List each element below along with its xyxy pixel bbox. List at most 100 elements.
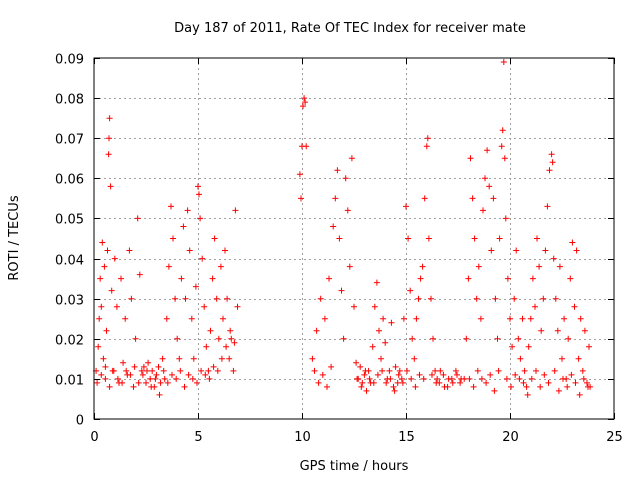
data-point bbox=[132, 335, 139, 342]
grid-lines bbox=[94, 58, 614, 419]
data-point bbox=[390, 383, 397, 390]
data-point bbox=[391, 387, 398, 394]
data-point bbox=[366, 375, 373, 382]
data-point bbox=[383, 379, 390, 386]
data-point bbox=[126, 247, 133, 254]
data-point bbox=[213, 295, 220, 302]
data-point bbox=[458, 375, 465, 382]
data-point bbox=[123, 367, 130, 374]
data-point bbox=[552, 295, 559, 302]
data-point bbox=[156, 391, 163, 398]
data-point bbox=[218, 355, 225, 362]
data-point bbox=[139, 371, 146, 378]
data-point bbox=[471, 235, 478, 242]
data-point bbox=[395, 371, 402, 378]
data-point bbox=[106, 115, 113, 122]
data-point bbox=[319, 371, 326, 378]
data-point bbox=[172, 295, 179, 302]
data-point bbox=[180, 223, 187, 230]
data-point bbox=[127, 371, 134, 378]
data-point bbox=[130, 383, 137, 390]
data-point bbox=[169, 371, 175, 378]
data-point bbox=[586, 343, 592, 350]
data-point bbox=[106, 135, 112, 142]
data-point bbox=[549, 159, 556, 166]
data-point bbox=[102, 363, 109, 370]
data-point bbox=[194, 379, 200, 386]
data-point bbox=[432, 367, 439, 374]
y-tick-label: 0.04 bbox=[55, 254, 84, 269]
data-point bbox=[370, 379, 377, 386]
data-point bbox=[108, 287, 115, 294]
data-point bbox=[140, 363, 147, 370]
data-point bbox=[515, 335, 522, 342]
data-point bbox=[311, 367, 318, 374]
y-tick-label: 0.08 bbox=[55, 93, 84, 108]
data-point bbox=[103, 327, 110, 334]
data-point bbox=[373, 279, 380, 286]
data-point bbox=[452, 367, 459, 374]
data-point bbox=[529, 275, 536, 282]
chart-title: Day 187 of 2011, Rate Of TEC Index for r… bbox=[174, 21, 526, 36]
data-point bbox=[163, 315, 170, 322]
data-point bbox=[419, 263, 426, 270]
data-point bbox=[153, 371, 160, 378]
data-point bbox=[210, 363, 217, 370]
data-point bbox=[380, 315, 387, 322]
x-tick-label: 25 bbox=[606, 430, 623, 445]
data-point bbox=[98, 303, 105, 310]
data-point bbox=[495, 367, 502, 374]
data-point bbox=[164, 379, 171, 386]
data-point bbox=[499, 127, 506, 134]
data-point bbox=[567, 275, 574, 282]
data-point bbox=[575, 355, 582, 362]
data-point bbox=[504, 275, 511, 282]
data-point bbox=[508, 383, 514, 390]
data-point bbox=[324, 383, 330, 390]
data-point bbox=[176, 355, 183, 362]
data-point bbox=[182, 295, 189, 302]
data-point bbox=[192, 283, 199, 290]
data-point bbox=[516, 375, 523, 382]
data-point bbox=[520, 379, 527, 386]
data-point bbox=[387, 375, 394, 382]
data-point bbox=[177, 367, 184, 374]
data-point bbox=[128, 295, 135, 302]
data-point bbox=[429, 371, 435, 378]
data-point bbox=[512, 371, 519, 378]
data-point bbox=[362, 367, 369, 374]
y-tick-label: 0.01 bbox=[55, 374, 84, 389]
data-point bbox=[469, 195, 476, 202]
x-tick-label: 5 bbox=[194, 430, 202, 445]
data-point bbox=[428, 295, 434, 302]
data-point bbox=[144, 367, 150, 374]
data-point bbox=[196, 191, 202, 198]
data-point bbox=[205, 367, 212, 374]
data-point bbox=[415, 295, 422, 302]
data-point bbox=[351, 303, 357, 310]
data-point bbox=[149, 367, 156, 374]
data-point bbox=[527, 315, 534, 322]
data-point bbox=[110, 367, 117, 374]
data-point bbox=[313, 327, 320, 334]
data-point bbox=[344, 207, 351, 214]
data-point bbox=[173, 375, 180, 382]
data-point bbox=[321, 315, 328, 322]
data-point bbox=[195, 183, 201, 190]
data-point bbox=[417, 275, 424, 282]
data-point bbox=[491, 387, 498, 394]
data-point bbox=[301, 95, 308, 102]
data-point bbox=[488, 247, 495, 254]
data-point bbox=[564, 383, 571, 390]
x-tick-label: 10 bbox=[294, 430, 311, 445]
data-point bbox=[540, 295, 547, 302]
data-point bbox=[482, 175, 488, 182]
data-point bbox=[147, 375, 154, 382]
data-point bbox=[102, 375, 109, 382]
data-point bbox=[457, 379, 464, 386]
data-point bbox=[376, 327, 382, 334]
data-point bbox=[478, 375, 485, 382]
data-point bbox=[412, 383, 419, 390]
data-point bbox=[441, 383, 448, 390]
data-point bbox=[303, 143, 310, 150]
